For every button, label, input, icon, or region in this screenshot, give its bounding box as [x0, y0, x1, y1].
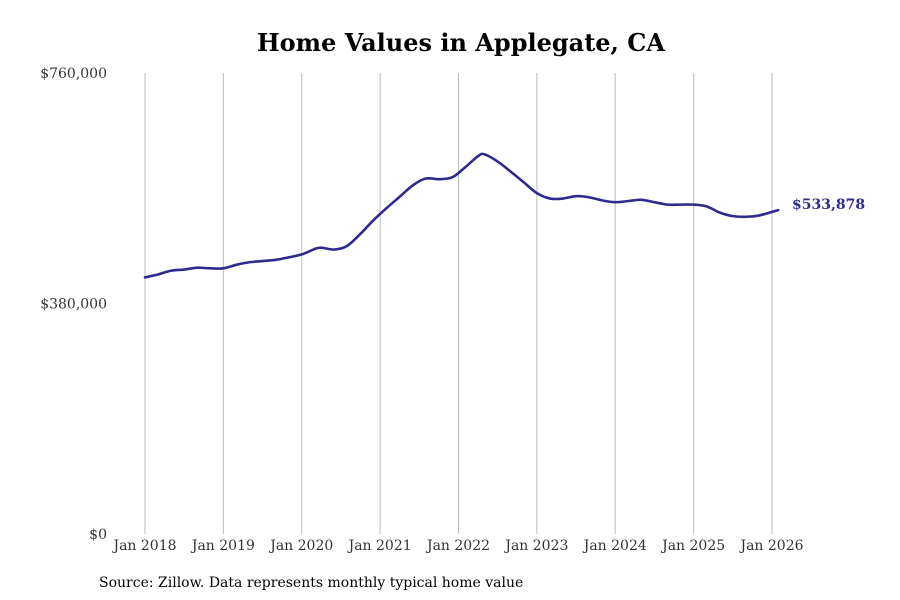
- x-tick-label: Jan 2021: [347, 538, 412, 554]
- data-point: [346, 245, 348, 247]
- x-tick-label: Jan 2026: [738, 538, 803, 554]
- data-point: [679, 203, 681, 205]
- data-point: [627, 200, 629, 202]
- data-point: [706, 205, 708, 207]
- data-point: [522, 181, 524, 183]
- data-point: [222, 267, 224, 269]
- y-tick-label: $380,000: [40, 297, 107, 313]
- data-point: [732, 215, 734, 217]
- series-line-0: [143, 152, 780, 279]
- x-tick-label: Jan 2022: [425, 538, 490, 554]
- data-point: [692, 203, 694, 205]
- data-point: [536, 192, 538, 194]
- data-point: [301, 253, 303, 255]
- data-point: [385, 207, 387, 209]
- data-point: [667, 203, 669, 205]
- y-tick-label: $0: [89, 527, 107, 543]
- y-tick-label: $760,000: [40, 66, 107, 82]
- data-point: [757, 214, 759, 216]
- data-point: [477, 155, 479, 157]
- data-point: [601, 199, 603, 201]
- data-point: [451, 176, 453, 178]
- data-point: [777, 209, 779, 211]
- data-point: [510, 171, 512, 173]
- data-point: [549, 197, 551, 199]
- data-point: [170, 270, 172, 272]
- data-point: [236, 263, 238, 265]
- data-point: [261, 260, 263, 262]
- data-point: [320, 246, 322, 248]
- chart-title: Home Values in Applegate, CA: [257, 28, 665, 57]
- gridlines: [144, 73, 773, 534]
- x-tick-label: Jan 2025: [660, 538, 725, 554]
- data-point: [614, 201, 616, 203]
- data-point: [588, 196, 590, 198]
- data-point: [373, 219, 375, 221]
- data-point: [438, 178, 440, 180]
- data-point: [653, 201, 655, 203]
- data-point: [209, 267, 211, 269]
- y-axis-tick-labels: $0 $380,000 $760,000: [40, 66, 107, 543]
- data-point: [718, 211, 720, 213]
- source-note: Source: Zillow. Data represents monthly …: [99, 575, 523, 591]
- x-tick-label: Jan 2018: [111, 538, 176, 554]
- data-point: [640, 199, 642, 201]
- data-point: [275, 259, 277, 261]
- data-point: [424, 177, 426, 179]
- data-point: [745, 216, 747, 218]
- data-point: [248, 261, 250, 263]
- data-series: [143, 152, 780, 279]
- data-point: [399, 196, 401, 198]
- data-point: [496, 160, 498, 162]
- data-point: [287, 256, 289, 258]
- data-point: [464, 166, 466, 168]
- data-point: [483, 153, 485, 155]
- data-point: [157, 273, 159, 275]
- data-point: [314, 248, 316, 250]
- data-point: [144, 276, 146, 278]
- x-tick-label: Jan 2023: [503, 538, 568, 554]
- x-tick-label: Jan 2019: [190, 538, 255, 554]
- data-point: [196, 267, 198, 269]
- data-point: [333, 248, 335, 250]
- data-point: [771, 211, 773, 213]
- latest-value-label: $533,878: [792, 197, 865, 213]
- data-point: [575, 195, 577, 197]
- x-axis-tick-labels: Jan 2018 Jan 2019 Jan 2020 Jan 2021 Jan 2022…: [111, 538, 803, 554]
- x-tick-label: Jan 2020: [268, 538, 333, 554]
- data-point: [359, 233, 361, 235]
- data-point: [183, 268, 185, 270]
- data-point: [412, 184, 414, 186]
- data-point: [562, 197, 564, 199]
- x-tick-label: Jan 2024: [582, 538, 647, 554]
